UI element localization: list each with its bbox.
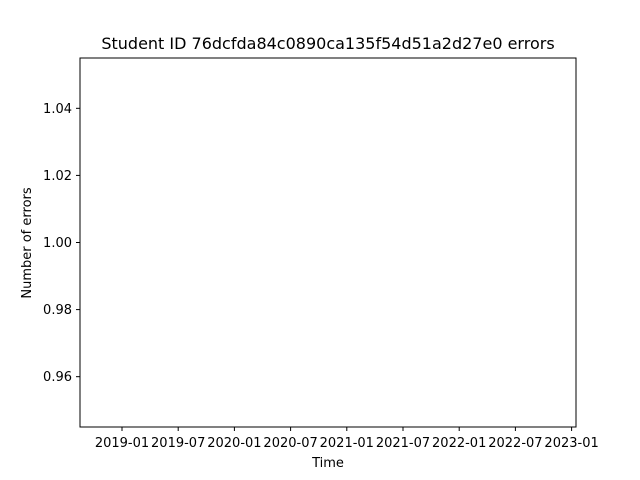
x-tick-label: 2023-01: [544, 436, 598, 451]
x-axis-label: Time: [311, 456, 344, 471]
y-tick-label: 0.96: [43, 370, 72, 385]
y-tick-label: 0.98: [43, 303, 72, 318]
x-axis: 2019-01 2019-07 2020-01 2020-07 2021-01 2021-…: [95, 427, 599, 451]
x-tick-label: 2021-07: [376, 436, 430, 451]
y-tick-label: 1.04: [43, 102, 72, 117]
x-tick-label: 2021-01: [320, 436, 374, 451]
x-tick-label: 2020-01: [207, 436, 261, 451]
y-tick-label: 1.00: [43, 236, 72, 251]
y-tick-label: 1.02: [43, 169, 72, 184]
x-tick-label: 2022-07: [488, 436, 542, 451]
y-axis: 0.96 0.98 1.00 1.02 1.04: [43, 102, 80, 385]
x-tick-label: 2019-01: [95, 436, 149, 451]
plot-area-frame: [79, 57, 577, 428]
x-tick-label: 2020-07: [263, 436, 317, 451]
x-tick-label: 2019-07: [151, 436, 205, 451]
chart-title: Student ID 76dcfda84c0890ca135f54d51a2d2…: [101, 34, 554, 53]
y-axis-label: Number of errors: [20, 187, 35, 298]
x-tick-label: 2022-01: [432, 436, 486, 451]
